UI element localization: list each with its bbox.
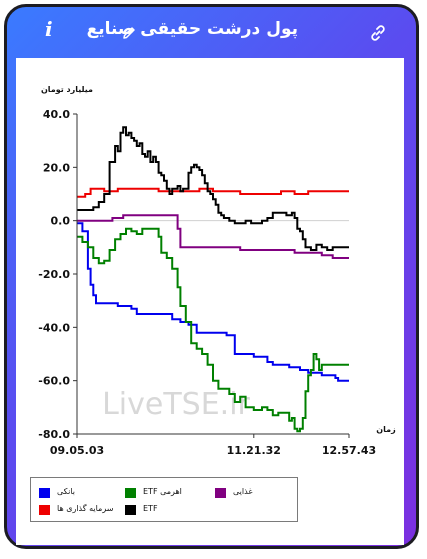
info-icon[interactable]: i	[45, 17, 53, 41]
legend-swatch-investment	[39, 505, 50, 515]
x-axis-label: زمان	[376, 425, 396, 434]
y-tick-label: 0.0	[51, 215, 71, 228]
series-line-0	[77, 222, 349, 382]
link-icon[interactable]	[369, 24, 387, 42]
legend-label-food: غذایی	[233, 487, 253, 496]
series-line-2	[77, 214, 349, 259]
x-tick-label: 12.57.43	[322, 444, 376, 457]
page-title: پول درشت حقیقی صنایع	[86, 19, 298, 39]
y-tick-label: -60.0	[38, 375, 70, 388]
legend-label-banking: بانکی	[57, 487, 75, 496]
y-tick-label: -80.0	[38, 428, 70, 441]
y-axis-label: میلیارد تومان	[41, 85, 93, 94]
chart-axes: 40.0 20.0 0.0 -20.0 -40.0 -60.0 -80.0 09.05.03 1…	[38, 108, 376, 457]
legend-swatch-food	[215, 488, 226, 498]
series-line-1	[77, 227, 349, 433]
series-line-3	[77, 187, 349, 198]
legend-swatch-banking	[39, 488, 50, 498]
watermark: LiveTSE.ir	[102, 387, 250, 422]
legend-label-investment: سرمایه گذاری ها	[57, 504, 114, 513]
x-tick-label: 09.05.03	[50, 444, 104, 457]
y-tick-label: -20.0	[38, 268, 70, 281]
y-tick-label: 40.0	[43, 108, 70, 121]
x-tick-label: 11.21.32	[227, 444, 281, 457]
legend-swatch-leveraged-etf	[125, 488, 136, 498]
chart-legend: بانکی اهرمی ETF غذایی سرمایه گذاری ها ET…	[30, 477, 298, 522]
y-tick-label: 20.0	[43, 161, 70, 174]
legend-swatch-etf	[125, 505, 136, 515]
pencil-icon[interactable]	[121, 25, 137, 41]
series-line-4	[77, 126, 349, 251]
legend-label-leveraged-etf: اهرمی ETF	[143, 487, 182, 496]
legend-label-etf: ETF	[143, 504, 158, 513]
chart-series	[77, 126, 349, 433]
chart-panel	[16, 58, 404, 545]
header: i پول درشت حقیقی صنایع	[7, 7, 416, 61]
y-tick-label: -40.0	[38, 321, 70, 334]
